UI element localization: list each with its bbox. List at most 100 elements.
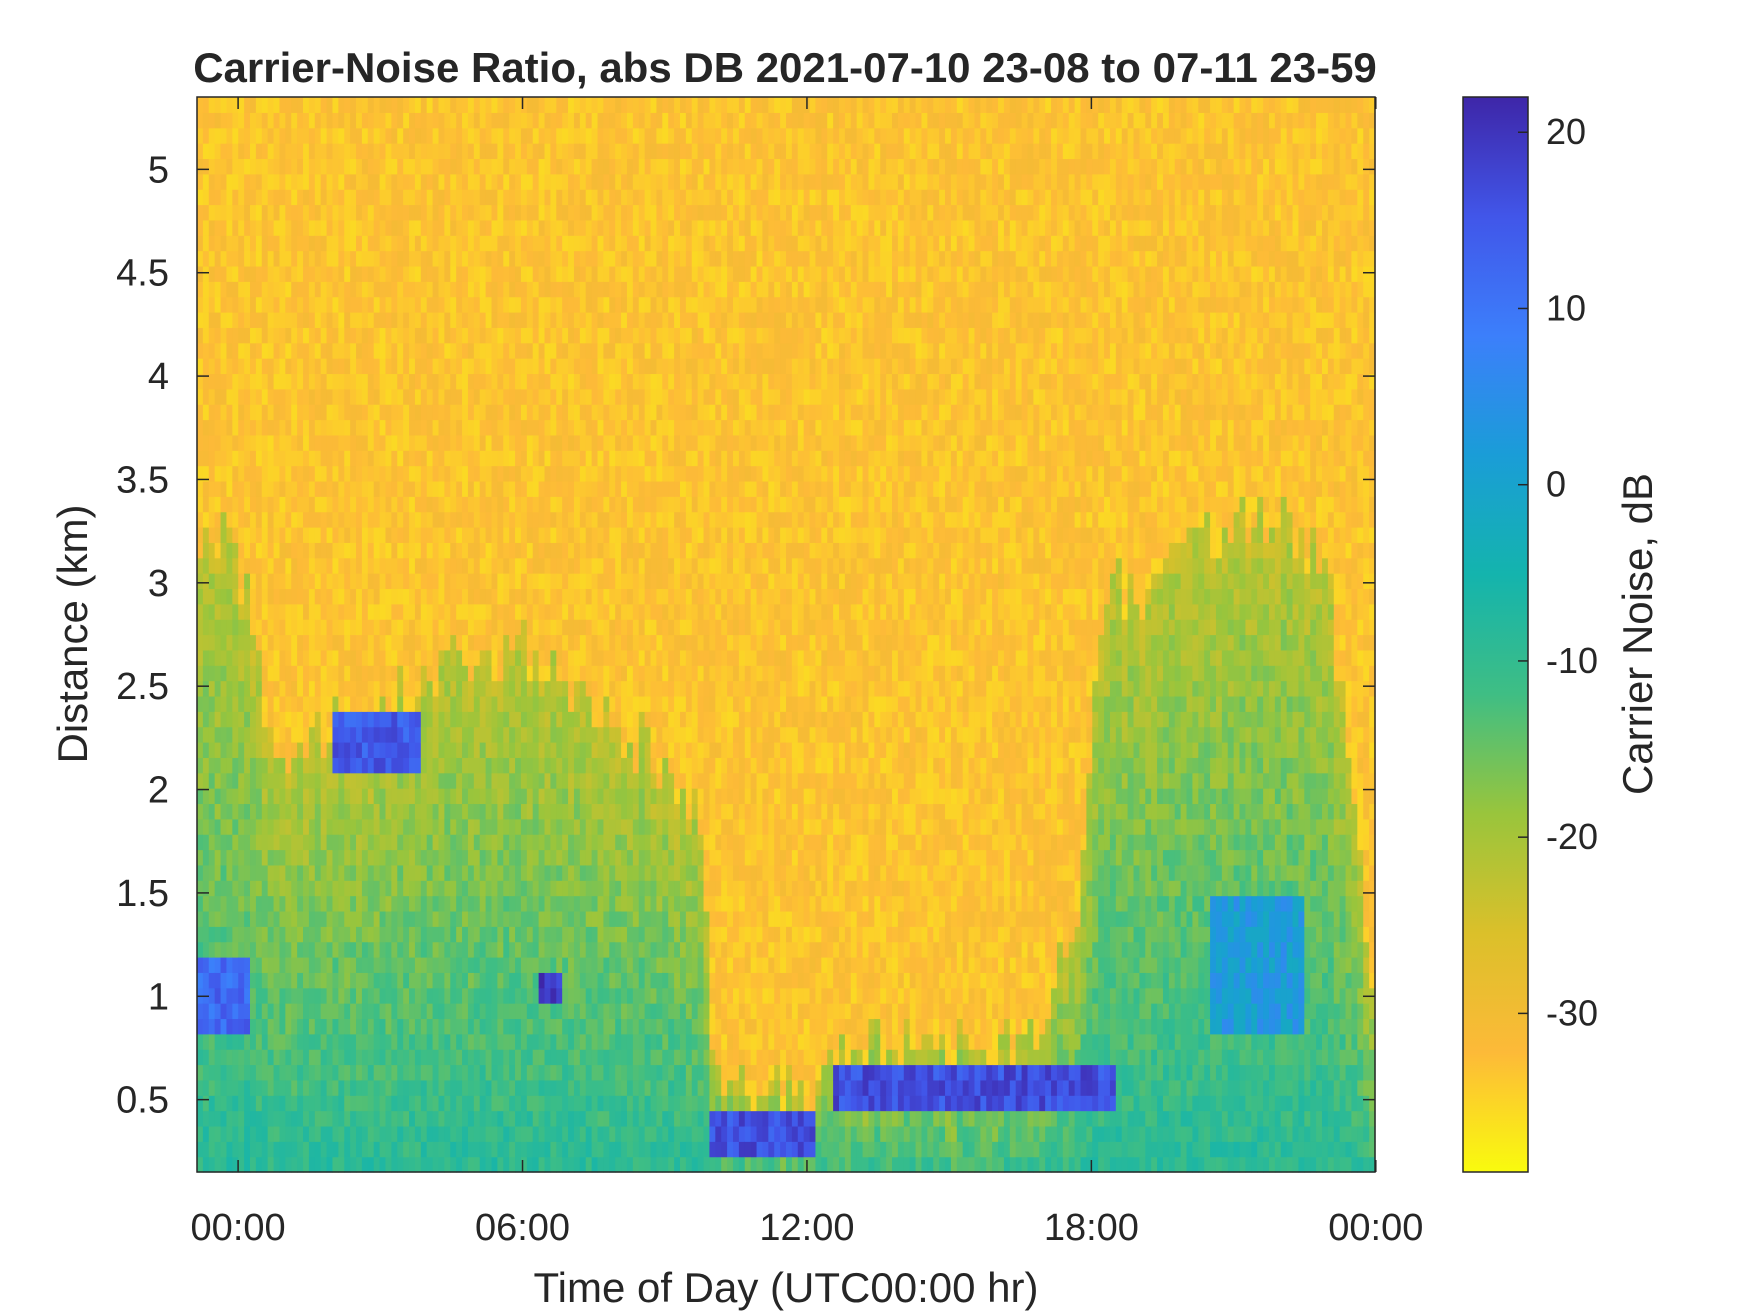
heatmap-cell <box>403 695 410 712</box>
heatmap-cell <box>473 1079 481 1096</box>
heatmap-cell <box>273 511 281 528</box>
heatmap-cell <box>291 327 298 344</box>
heatmap-cell <box>267 189 275 206</box>
heatmap-cell <box>550 358 557 375</box>
heatmap-cell <box>297 987 304 1004</box>
heatmap-cell <box>361 849 369 866</box>
heatmap-cell <box>479 388 487 405</box>
heatmap-cell <box>597 880 605 897</box>
heatmap-cell <box>373 557 381 574</box>
heatmap-cell <box>273 987 281 1004</box>
heatmap-cell <box>314 680 322 697</box>
heatmap-cell <box>597 281 605 298</box>
heatmap-cell <box>403 542 410 559</box>
heatmap-cell <box>609 680 616 697</box>
heatmap-cell <box>279 219 286 236</box>
heatmap-cell <box>350 1095 357 1112</box>
heatmap-cell <box>467 588 475 605</box>
heatmap-cell <box>208 1049 216 1066</box>
heatmap-cell <box>591 496 599 513</box>
heatmap-cell <box>467 404 475 421</box>
heatmap-cell <box>585 342 593 359</box>
heatmap-cell <box>314 910 322 927</box>
heatmap-cell <box>515 173 522 190</box>
heatmap-cell <box>550 327 557 344</box>
heatmap-cell <box>397 573 404 590</box>
heatmap-cell <box>538 634 546 651</box>
heatmap-cell <box>273 312 281 328</box>
heatmap-cell <box>226 127 233 144</box>
heatmap-cell <box>462 404 469 421</box>
heatmap-cell <box>250 542 257 559</box>
heatmap-cell <box>573 665 581 682</box>
heatmap-cell <box>450 143 457 160</box>
heatmap-cell <box>385 695 392 712</box>
heatmap-cell <box>214 772 222 789</box>
heatmap-cell <box>208 127 216 144</box>
heatmap-cell <box>568 1079 575 1096</box>
heatmap-cell <box>356 818 363 835</box>
heatmap-cell <box>232 281 239 298</box>
heatmap-cell <box>432 788 440 805</box>
heatmap-cell <box>550 588 557 605</box>
heatmap-cell <box>202 219 210 236</box>
heatmap-cell <box>491 97 498 113</box>
heatmap-cell <box>485 803 493 820</box>
heatmap-cell <box>255 1033 263 1050</box>
heatmap-cell <box>226 358 233 375</box>
heatmap-cell <box>603 987 610 1004</box>
heatmap-cell <box>361 219 369 236</box>
heatmap-cell <box>573 235 581 252</box>
heatmap-cell <box>579 957 587 973</box>
heatmap-cell <box>591 1095 599 1112</box>
heatmap-cell <box>503 1095 510 1112</box>
heatmap-cell <box>532 173 540 190</box>
heatmap-cell <box>520 1049 528 1066</box>
heatmap-cell <box>232 1079 239 1096</box>
heatmap-cell <box>391 1125 398 1142</box>
heatmap-cell <box>356 1095 363 1112</box>
heatmap-cell <box>432 235 440 252</box>
heatmap-cell <box>573 957 581 973</box>
heatmap-cell <box>250 388 257 405</box>
heatmap-cell <box>255 880 263 897</box>
heatmap-cell <box>426 1125 434 1142</box>
heatmap-cell <box>232 388 239 405</box>
heatmap-cell <box>297 649 304 666</box>
heatmap-cell <box>373 619 381 636</box>
heatmap-cell <box>403 158 410 175</box>
heatmap-cell <box>426 542 434 559</box>
heatmap-cell <box>261 757 269 774</box>
heatmap-cell <box>444 695 451 712</box>
heatmap-cell <box>238 726 245 743</box>
heatmap-cell <box>467 1049 475 1066</box>
heatmap-cell <box>444 987 451 1004</box>
heatmap-cell <box>197 127 204 144</box>
heatmap-cell <box>385 342 392 359</box>
heatmap-cell <box>497 189 504 206</box>
heatmap-cell <box>403 634 410 651</box>
heatmap-cell <box>332 695 339 712</box>
heatmap-cell <box>314 757 322 774</box>
heatmap-cell <box>261 450 269 467</box>
heatmap-cell <box>503 112 510 129</box>
heatmap-cell <box>609 496 616 513</box>
heatmap-cell <box>344 634 351 651</box>
heatmap-cell <box>409 864 416 881</box>
heatmap-cell <box>462 603 469 620</box>
heatmap-cell <box>326 1095 334 1112</box>
heatmap-cell <box>273 527 281 543</box>
heatmap-cell <box>308 941 316 958</box>
heatmap-cell <box>403 419 410 436</box>
heatmap-cell <box>550 527 557 543</box>
heatmap-cell <box>520 204 528 221</box>
heatmap-cell <box>532 849 540 866</box>
heatmap-cell <box>538 496 546 513</box>
heatmap-cell <box>585 680 593 697</box>
heatmap-cell <box>308 296 316 313</box>
heatmap-cell <box>467 219 475 236</box>
heatmap-cell <box>409 588 416 605</box>
heatmap-cell <box>297 219 304 236</box>
heatmap-cell <box>568 910 575 927</box>
heatmap-cell <box>303 112 310 129</box>
